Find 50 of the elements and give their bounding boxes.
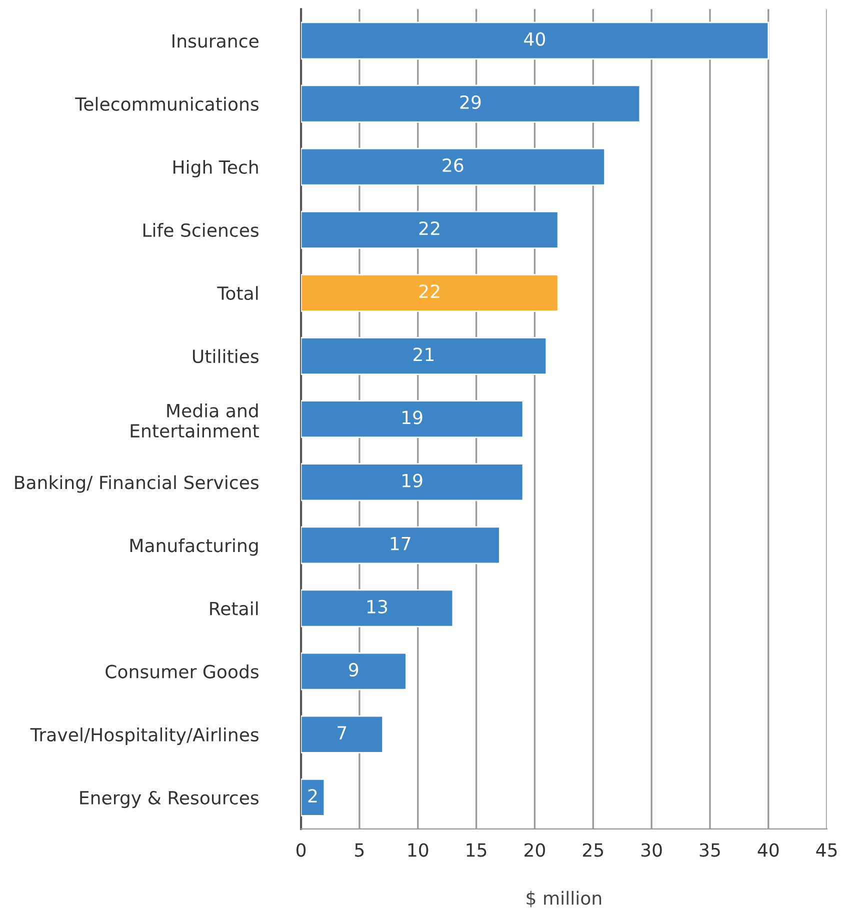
y-tick-label: Utilities	[192, 349, 258, 364]
y-tick-label: Media and Entertainment	[130, 403, 259, 438]
data-label: 13	[367, 600, 388, 614]
y-tick-label: High Tech	[173, 160, 258, 178]
bar	[301, 274, 559, 312]
bar	[301, 337, 548, 375]
data-label: 17	[390, 537, 410, 550]
x-tick-label: 45	[816, 843, 837, 857]
y-tick-label: Travel/Hospitality/Airlines	[30, 728, 258, 745]
bar	[301, 715, 384, 754]
data-label: 2	[308, 789, 317, 802]
x-tick-label: 10	[408, 843, 428, 857]
data-label: 19	[402, 474, 422, 488]
y-tick-label: Manufacturing	[130, 538, 258, 556]
data-label: 26	[442, 158, 464, 172]
y-tick-label: Energy & Resources	[80, 790, 258, 808]
x-tick-label: 5	[355, 843, 364, 857]
y-tick-label: Telecommunications	[75, 96, 258, 111]
bar	[301, 463, 524, 502]
y-tick-label: Total	[217, 286, 258, 300]
y-tick-label: Retail	[210, 601, 258, 616]
x-tick-label: 30	[641, 843, 662, 857]
y-tick-label: Banking/ Financial Services	[15, 475, 258, 493]
bar	[301, 400, 524, 438]
bar	[301, 22, 770, 60]
y-tick-label: Life Sciences	[143, 223, 258, 237]
x-tick-label: 15	[466, 843, 486, 857]
data-label: 22	[419, 221, 440, 235]
data-label: 40	[524, 32, 545, 46]
bar	[301, 84, 641, 123]
data-label: 22	[419, 284, 440, 298]
data-label: 9	[349, 662, 358, 677]
bar	[301, 778, 326, 816]
bar	[301, 148, 606, 186]
y-tick-label: Insurance	[172, 34, 258, 48]
x-axis-title: $ million	[526, 890, 602, 908]
y-tick-label: Consumer Goods	[106, 664, 258, 678]
x-tick-label: 20	[524, 843, 545, 857]
bar	[301, 526, 500, 564]
x-tick-label: 40	[758, 843, 779, 857]
bar	[301, 210, 559, 249]
data-label: 21	[414, 348, 434, 361]
x-tick-label: 35	[700, 843, 720, 857]
x-tick-label: 25	[582, 843, 604, 857]
data-label: 7	[338, 726, 346, 740]
data-label: 29	[460, 95, 481, 109]
data-label: 19	[402, 410, 422, 424]
x-tick-label: 0	[296, 843, 306, 857]
bar	[301, 652, 407, 690]
bar	[301, 589, 454, 628]
